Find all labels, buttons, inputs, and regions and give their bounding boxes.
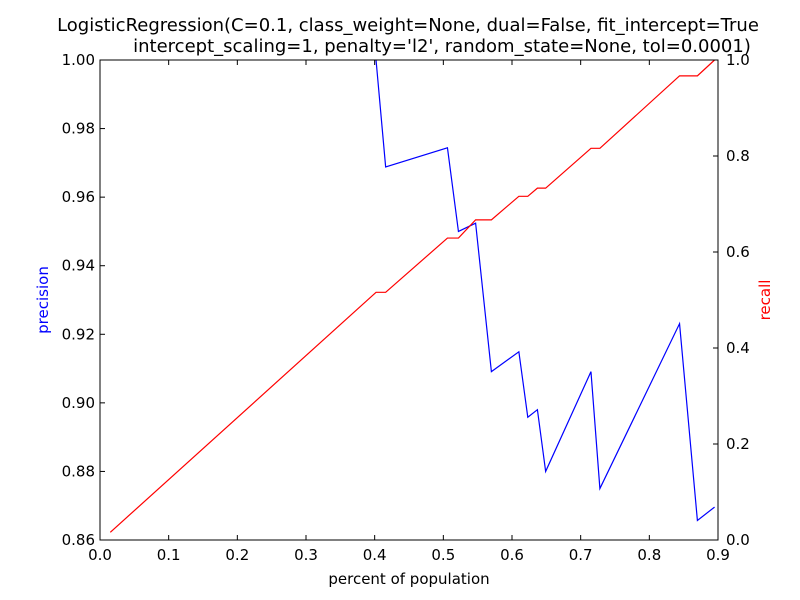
x-tick-label: 0.8 xyxy=(637,546,661,564)
y-right-tick-label: 0.8 xyxy=(726,147,750,165)
y-left-tick-label: 0.92 xyxy=(62,325,95,343)
chart-title-line-1: LogisticRegression(C=0.1, class_weight=N… xyxy=(57,15,759,36)
x-axis-label: percent of population xyxy=(328,570,489,588)
y-left-tick-label: 0.94 xyxy=(62,257,95,275)
x-tick-label: 0.4 xyxy=(363,546,387,564)
y-left-tick-label: 1.00 xyxy=(62,51,95,69)
y-left-tick-label: 0.88 xyxy=(62,462,95,480)
x-tick-label: 0.7 xyxy=(569,546,593,564)
x-tick-label: 0.0 xyxy=(88,546,112,564)
y-left-tick-label: 0.86 xyxy=(62,531,95,549)
ticks-layer: 0.0 0.1 0.2 0.3 0.4 0.5 0.6 0.7 0.8 0.9 0.86 0.88 0.… xyxy=(62,51,750,564)
chart-title-line-2: intercept_scaling=1, penalty='l2', rando… xyxy=(133,36,751,57)
x-tick-label: 0.1 xyxy=(157,546,181,564)
y-right-tick-label: 1.0 xyxy=(726,51,750,69)
x-tick-label: 0.3 xyxy=(294,546,318,564)
y-right-tick-label: 0.6 xyxy=(726,243,750,261)
y-axis-label-left: precision xyxy=(34,266,52,334)
y-right-tick-label: 0.4 xyxy=(726,339,750,357)
x-tick-label: 0.2 xyxy=(225,546,249,564)
y-right-tick-label: 0.0 xyxy=(726,531,750,549)
y-left-tick-label: 0.90 xyxy=(62,394,95,412)
y-left-tick-label: 0.98 xyxy=(62,120,95,138)
x-tick-label: 0.9 xyxy=(706,546,730,564)
y-axis-label-right: recall xyxy=(756,280,774,321)
y-right-tick-label: 0.2 xyxy=(726,435,750,453)
plot-frame xyxy=(99,59,719,541)
series-line-recall xyxy=(109,59,715,533)
x-tick-label: 0.5 xyxy=(431,546,455,564)
x-tick-label: 0.6 xyxy=(500,546,524,564)
y-left-tick-label: 0.96 xyxy=(62,188,95,206)
series-line-precision xyxy=(375,59,715,522)
series-layer xyxy=(109,59,715,533)
